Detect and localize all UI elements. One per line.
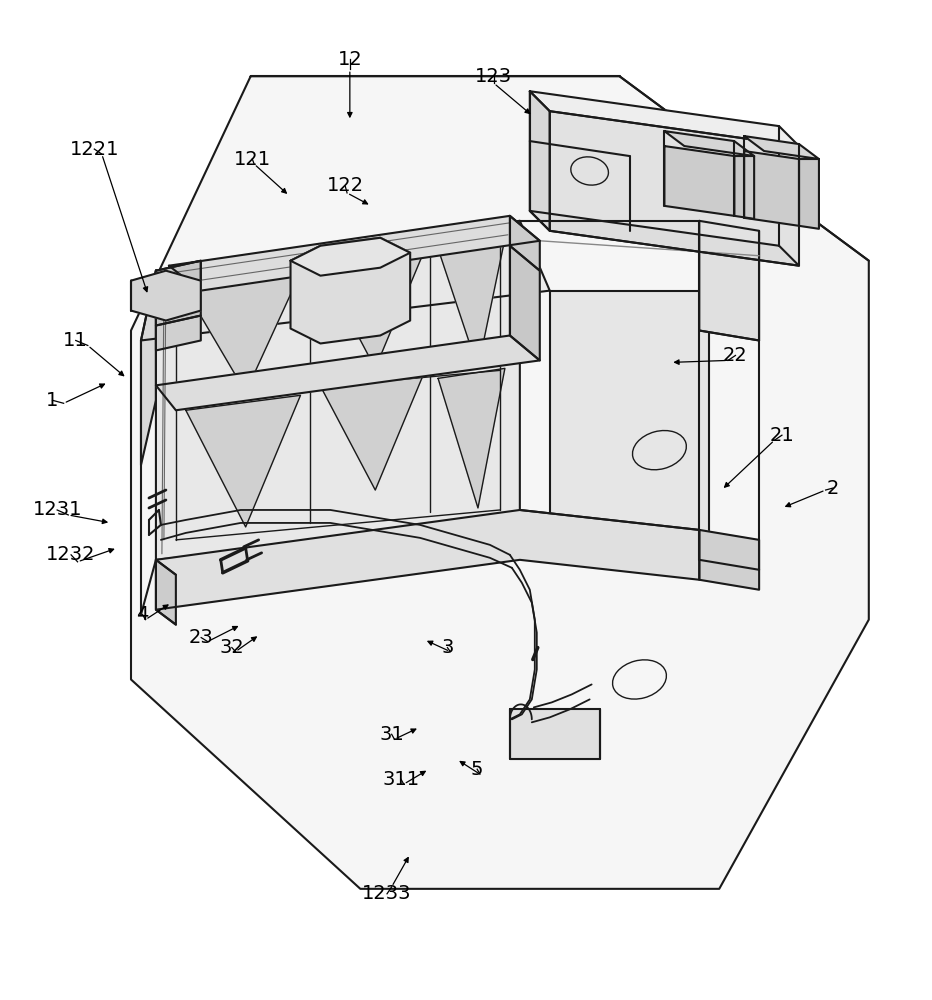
Polygon shape [699,530,760,590]
Polygon shape [131,76,869,889]
Polygon shape [185,273,300,392]
Polygon shape [156,261,200,301]
Text: 1221: 1221 [70,140,119,159]
Polygon shape [699,221,760,340]
Polygon shape [156,316,200,350]
Text: 12: 12 [337,50,363,69]
Text: 123: 123 [475,67,513,86]
Text: 1233: 1233 [363,884,412,903]
Text: 1231: 1231 [33,500,82,519]
Text: 22: 22 [723,346,747,365]
Polygon shape [156,261,200,326]
Polygon shape [438,239,505,368]
Polygon shape [510,246,540,360]
Polygon shape [141,271,156,465]
Text: 11: 11 [63,331,89,350]
Text: 21: 21 [770,426,794,445]
Text: 122: 122 [326,176,363,195]
Polygon shape [550,111,799,266]
Polygon shape [156,221,520,560]
Polygon shape [156,335,540,410]
Polygon shape [319,370,425,490]
Polygon shape [665,146,734,216]
Text: 3: 3 [441,638,454,657]
Polygon shape [510,216,540,271]
Polygon shape [141,221,550,340]
Text: 5: 5 [471,760,484,779]
Text: 1232: 1232 [47,545,96,564]
Polygon shape [291,238,410,276]
Polygon shape [665,131,754,156]
Text: 1: 1 [47,391,59,410]
Polygon shape [291,238,410,343]
Polygon shape [529,91,799,146]
Text: 23: 23 [189,628,213,647]
Text: 2: 2 [827,479,839,498]
Polygon shape [131,271,200,321]
Polygon shape [734,156,754,219]
Text: 311: 311 [382,770,419,789]
Polygon shape [510,709,599,759]
Polygon shape [744,151,799,226]
Polygon shape [169,216,540,291]
Polygon shape [744,136,819,159]
Polygon shape [799,159,819,229]
Text: 32: 32 [219,638,244,657]
Polygon shape [319,249,425,368]
Text: 4: 4 [136,605,149,624]
Polygon shape [185,395,300,527]
Polygon shape [156,560,176,625]
Polygon shape [438,368,505,508]
Polygon shape [156,510,699,610]
Text: 31: 31 [379,725,404,744]
Text: 121: 121 [234,150,271,169]
Polygon shape [529,211,799,266]
Polygon shape [529,91,550,231]
Polygon shape [550,291,709,560]
